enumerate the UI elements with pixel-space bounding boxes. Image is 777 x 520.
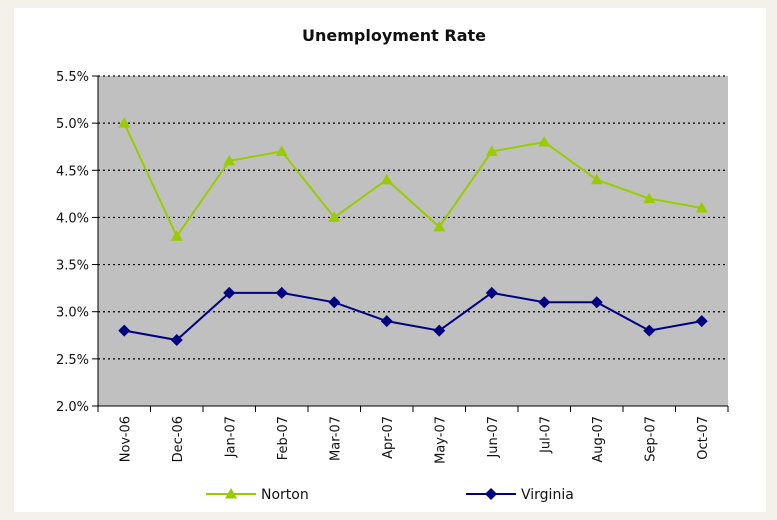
diamond-marker (695, 315, 708, 328)
triangle-marker (433, 220, 446, 232)
data-series (118, 117, 708, 346)
x-tick-label: Mar-07 (328, 416, 343, 461)
diamond-marker (485, 286, 498, 299)
x-tick-label: Sep-07 (643, 416, 658, 462)
diamond-marker (485, 488, 497, 500)
triangle-marker (225, 488, 237, 499)
diamond-marker (223, 286, 236, 299)
y-tick-label: 4.0% (56, 211, 89, 226)
y-tick-label: 4.5% (56, 164, 89, 179)
triangle-marker (485, 145, 498, 156)
triangle-marker (380, 173, 393, 185)
y-axis-tick-labels: 2.0% 2.5% 3.0% 3.5% 4.0% 4.5% 5.0% 5.5% (56, 70, 89, 415)
gridlines (98, 75, 728, 360)
x-tick-label: Dec-06 (171, 416, 186, 462)
axes (92, 75, 729, 412)
triangle-marker (695, 202, 708, 213)
diamond-marker (118, 324, 131, 337)
diamond-marker (433, 324, 446, 337)
triangle-marker (328, 211, 341, 222)
series-norton (118, 117, 708, 241)
chart-title: Unemployment Rate (302, 26, 486, 45)
diamond-marker (328, 296, 341, 309)
diamond-marker (590, 296, 603, 309)
triangle-marker (643, 192, 656, 204)
triangle-marker (538, 136, 551, 147)
legend-label: Norton (261, 487, 309, 503)
legend-label: Virginia (521, 487, 574, 503)
x-tick-label: Nov-06 (118, 416, 133, 462)
diamond-marker (380, 315, 393, 328)
series-line (124, 291, 702, 342)
x-tick-label: Apr-07 (381, 416, 396, 459)
y-tick-label: 3.0% (56, 306, 89, 321)
legend-item-norton: Norton (206, 487, 309, 503)
legend: Norton Virginia (206, 487, 574, 503)
chart-container: Unemployment Rate 2.0% 2.5% 3.0% 3.5% 4.0% 4.… (14, 8, 766, 512)
y-tick-label: 2.0% (56, 400, 89, 415)
x-tick-label: Aug-07 (591, 416, 606, 463)
unemployment-line-chart: Unemployment Rate 2.0% 2.5% 3.0% 3.5% 4.0% 4.… (56, 26, 729, 503)
x-tick-label: Jan-07 (223, 416, 238, 458)
diamond-marker (643, 324, 656, 337)
y-tick-label: 5.0% (56, 117, 89, 132)
triangle-marker (118, 117, 131, 128)
legend-item-virginia: Virginia (466, 487, 574, 503)
y-tick-label: 2.5% (56, 353, 89, 368)
x-axis-tick-labels: Nov-06 Dec-06 Jan-07 Feb-07 Mar-07 Apr-07 May-… (118, 416, 711, 464)
triangle-marker (223, 154, 236, 166)
y-tick-label: 5.5% (56, 70, 89, 85)
triangle-marker (170, 230, 183, 241)
x-tick-label: Feb-07 (276, 416, 291, 460)
triangle-marker (275, 145, 288, 156)
triangle-marker (590, 173, 603, 185)
series-virginia (118, 286, 708, 346)
y-tick-label: 3.5% (56, 259, 89, 274)
diamond-marker (170, 334, 183, 346)
series-line (123, 122, 702, 239)
plot-area (98, 76, 728, 406)
x-tick-label: Jun-07 (486, 416, 501, 459)
x-tick-label: Jul-07 (538, 416, 553, 454)
x-tick-label: May-07 (433, 416, 448, 464)
diamond-marker (275, 286, 288, 299)
x-tick-label: Oct-07 (696, 416, 711, 460)
diamond-marker (538, 296, 551, 309)
